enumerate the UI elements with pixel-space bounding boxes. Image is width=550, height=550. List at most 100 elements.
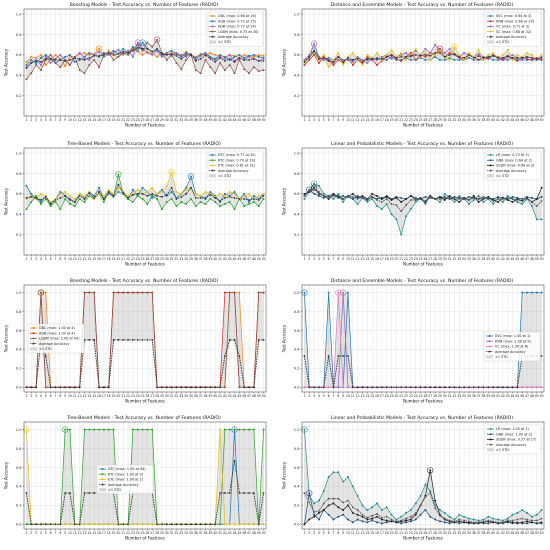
y-axis-label: Test Accuracy xyxy=(4,48,9,77)
legend-box xyxy=(206,11,264,47)
legend-marker xyxy=(211,35,214,38)
data-point xyxy=(303,61,306,63)
y-tick-label: 0.4 xyxy=(294,74,300,78)
data-point xyxy=(233,197,236,199)
data-point xyxy=(160,190,163,193)
data-point xyxy=(248,203,251,206)
data-point xyxy=(107,190,110,193)
max-point-marker xyxy=(139,39,146,46)
data-point xyxy=(482,518,485,521)
data-point xyxy=(88,194,91,197)
x-tick-label: 28 xyxy=(155,531,159,535)
data-point xyxy=(366,201,369,204)
x-tick-label: 8 xyxy=(337,394,339,398)
x-tick-label: 11 xyxy=(351,118,355,122)
data-point xyxy=(248,72,251,75)
data-point xyxy=(185,186,188,189)
data-point xyxy=(385,386,388,389)
data-point xyxy=(189,175,192,178)
data-point xyxy=(93,54,96,57)
data-point xyxy=(410,515,412,518)
data-point xyxy=(228,64,231,67)
x-axis-label: Number of Features xyxy=(125,399,165,404)
data-point xyxy=(49,523,52,526)
data-point xyxy=(327,291,330,294)
data-point xyxy=(327,386,330,389)
data-point xyxy=(141,291,144,294)
x-tick-label: 42 xyxy=(223,257,227,261)
data-point xyxy=(35,194,38,197)
data-point xyxy=(414,53,417,56)
data-point xyxy=(438,58,441,61)
data-point xyxy=(472,57,475,59)
data-point xyxy=(233,291,236,294)
data-point xyxy=(439,386,441,389)
data-point xyxy=(98,190,100,193)
data-point xyxy=(351,196,354,198)
x-tick-label: 27 xyxy=(428,118,432,122)
x-tick-label: 38 xyxy=(482,118,486,122)
x-tick-label: 8 xyxy=(337,118,339,122)
legend-label: SGDR (max: 0.57 at 27) xyxy=(496,438,537,442)
data-point xyxy=(501,521,504,524)
data-point xyxy=(322,502,325,505)
x-tick-label: 32 xyxy=(452,394,456,398)
data-point xyxy=(482,386,485,389)
data-point xyxy=(44,355,47,357)
data-point xyxy=(93,428,96,431)
x-tick-label: 42 xyxy=(223,531,227,535)
data-point xyxy=(73,60,76,63)
data-point xyxy=(448,53,451,56)
data-point xyxy=(151,186,154,189)
x-tick-label: 38 xyxy=(482,394,486,398)
data-point xyxy=(102,53,105,56)
x-tick-label: 29 xyxy=(160,394,164,398)
x-tick-label: 15 xyxy=(92,257,96,261)
y-tick-label: 1.0 xyxy=(16,428,22,432)
data-point xyxy=(497,201,500,204)
data-point xyxy=(170,523,173,526)
x-tick-label: 9 xyxy=(342,531,344,535)
data-point xyxy=(243,205,246,208)
data-point xyxy=(346,518,349,521)
data-point xyxy=(472,386,475,389)
x-tick-label: 43 xyxy=(228,394,232,398)
data-point xyxy=(434,198,436,200)
data-point xyxy=(327,66,330,69)
data-point xyxy=(385,203,388,206)
chart-title: Boosting Models - Test Accuracy vs. Numb… xyxy=(70,278,219,284)
data-point xyxy=(414,512,417,514)
data-point xyxy=(521,521,524,524)
x-tick-label: 27 xyxy=(428,531,432,535)
data-point xyxy=(313,182,316,185)
data-point xyxy=(361,513,364,516)
data-point xyxy=(322,509,325,512)
data-point xyxy=(419,504,422,507)
data-point xyxy=(342,291,345,294)
x-tick-label: 17 xyxy=(102,394,106,398)
x-tick-label: 24 xyxy=(136,394,140,398)
data-point xyxy=(175,386,178,389)
chart-panel-1: Boosting Models - Test Accuracy vs. Numb… xyxy=(4,2,267,128)
data-point xyxy=(400,522,403,525)
data-point xyxy=(54,201,57,204)
data-point xyxy=(243,198,246,200)
x-tick-label: 25 xyxy=(141,118,145,122)
data-point xyxy=(497,521,499,524)
data-point xyxy=(122,53,125,56)
data-point xyxy=(88,58,91,61)
x-tick-label: 39 xyxy=(208,118,212,122)
x-tick-label: 6 xyxy=(50,394,52,398)
y-tick-label: 1.0 xyxy=(16,151,22,155)
data-point xyxy=(434,507,436,510)
x-tick-label: 45 xyxy=(515,118,519,122)
confidence-band xyxy=(26,292,264,388)
data-point xyxy=(219,492,221,494)
data-point xyxy=(535,218,538,221)
data-point xyxy=(73,197,76,200)
data-point xyxy=(107,523,110,526)
data-point xyxy=(467,203,470,206)
x-tick-label: 23 xyxy=(409,118,413,122)
data-point xyxy=(385,198,388,200)
data-point xyxy=(25,184,28,187)
